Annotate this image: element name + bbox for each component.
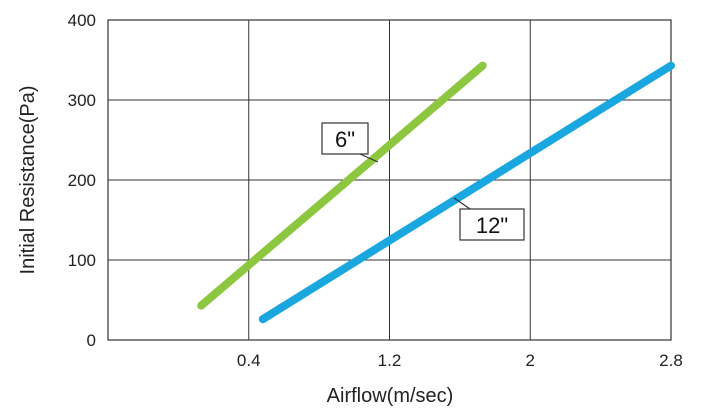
series-line-6 bbox=[197, 61, 487, 310]
series-label: 6" bbox=[335, 127, 355, 152]
callout-box bbox=[459, 208, 525, 241]
callout-6: 6" bbox=[321, 122, 379, 163]
plot-frame bbox=[107, 19, 672, 341]
series-callouts: 6" 12" bbox=[321, 122, 525, 241]
series-lines bbox=[197, 61, 675, 324]
x-tick-label: 2.8 bbox=[659, 351, 683, 370]
x-axis-label: Airflow(m/sec) bbox=[327, 385, 454, 407]
tick-labels: 0 100 200 300 400 0.4 1.2 2 2.8 bbox=[68, 11, 683, 370]
callout-leader-line bbox=[453, 197, 471, 210]
y-tick-label: 200 bbox=[68, 171, 96, 190]
y-tick-label: 400 bbox=[68, 11, 96, 30]
y-tick-label: 100 bbox=[68, 251, 96, 270]
y-tick-label: 300 bbox=[68, 91, 96, 110]
callout-box bbox=[321, 122, 369, 155]
callout-leader-line bbox=[359, 153, 379, 163]
x-tick-label: 2 bbox=[526, 351, 535, 370]
grid-lines bbox=[108, 20, 671, 340]
series-line-12 bbox=[258, 61, 675, 324]
y-axis-label: Initial Resistance(Pa) bbox=[17, 86, 39, 275]
x-tick-label: 1.2 bbox=[378, 351, 402, 370]
y-tick-label: 0 bbox=[87, 331, 96, 350]
callout-12: 12" bbox=[453, 197, 525, 241]
x-tick-label: 0.4 bbox=[237, 351, 261, 370]
series-label: 12" bbox=[476, 213, 508, 238]
